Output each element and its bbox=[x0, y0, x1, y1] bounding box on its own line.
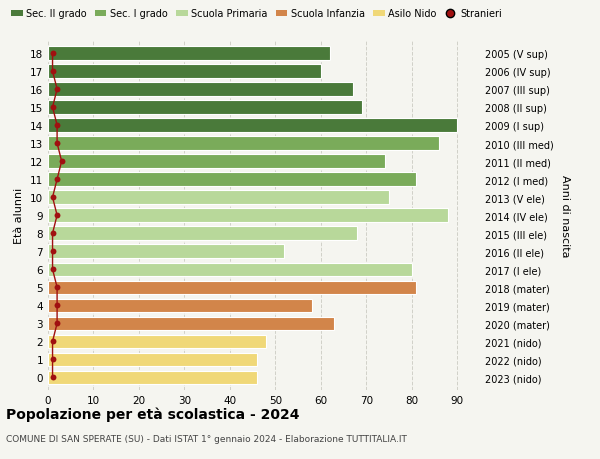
Bar bbox=[48, 191, 389, 205]
Bar bbox=[48, 371, 257, 384]
Point bbox=[52, 320, 62, 327]
Point bbox=[52, 122, 62, 129]
Point bbox=[48, 266, 58, 274]
Bar bbox=[48, 137, 439, 151]
Bar bbox=[48, 245, 284, 258]
Bar bbox=[48, 335, 266, 348]
Y-axis label: Età alunni: Età alunni bbox=[14, 188, 25, 244]
Point bbox=[48, 104, 58, 112]
Point bbox=[48, 248, 58, 255]
Point bbox=[48, 230, 58, 237]
Y-axis label: Anni di nascita: Anni di nascita bbox=[560, 174, 570, 257]
Bar bbox=[48, 263, 412, 276]
Bar bbox=[48, 83, 353, 96]
Legend: Sec. II grado, Sec. I grado, Scuola Primaria, Scuola Infanzia, Asilo Nido, Stran: Sec. II grado, Sec. I grado, Scuola Prim… bbox=[11, 10, 502, 19]
Point bbox=[52, 302, 62, 309]
Point bbox=[48, 338, 58, 345]
Bar bbox=[48, 353, 257, 366]
Bar bbox=[48, 281, 416, 294]
Point bbox=[52, 86, 62, 94]
Bar bbox=[48, 227, 357, 241]
Point bbox=[48, 68, 58, 76]
Point bbox=[48, 374, 58, 381]
Point bbox=[48, 50, 58, 57]
Bar bbox=[48, 173, 416, 186]
Bar bbox=[48, 119, 457, 133]
Bar bbox=[48, 65, 321, 78]
Bar bbox=[48, 101, 362, 115]
Text: Popolazione per età scolastica - 2024: Popolazione per età scolastica - 2024 bbox=[6, 406, 299, 421]
Point bbox=[48, 194, 58, 202]
Bar bbox=[48, 47, 330, 61]
Point bbox=[52, 212, 62, 219]
Point bbox=[52, 284, 62, 291]
Point bbox=[52, 176, 62, 184]
Bar bbox=[48, 209, 448, 223]
Point bbox=[52, 140, 62, 147]
Point bbox=[57, 158, 67, 165]
Bar bbox=[48, 317, 334, 330]
Bar bbox=[48, 155, 385, 168]
Bar bbox=[48, 299, 312, 313]
Text: COMUNE DI SAN SPERATE (SU) - Dati ISTAT 1° gennaio 2024 - Elaborazione TUTTITALI: COMUNE DI SAN SPERATE (SU) - Dati ISTAT … bbox=[6, 434, 407, 443]
Point bbox=[48, 356, 58, 363]
